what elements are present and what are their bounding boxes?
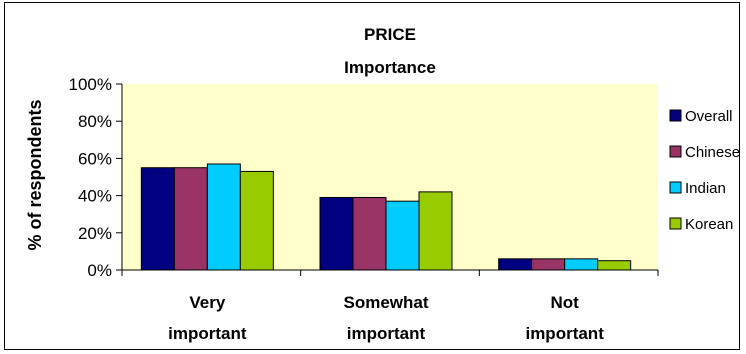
bar-korean-1 [418,191,453,271]
x-category-label: important [525,324,604,343]
bar-korean-0 [239,170,274,271]
bar-overall-2 [498,258,533,271]
bar-chinese-2 [531,258,566,271]
bar-indian-2 [564,258,599,271]
legend-label-indian: Indian [685,180,726,197]
x-category-label: Not [551,293,580,312]
legend-label-overall: Overall [685,108,733,125]
x-category-label: Somewhat [343,293,428,312]
bar-korean-2 [597,260,632,271]
y-tick-label: 40% [78,187,112,206]
legend-swatch-korean [669,217,682,230]
legend-label-korean: Korean [685,216,733,233]
y-tick-label: 0% [87,261,112,280]
x-category-label: important [168,324,247,343]
bar-overall-0 [140,167,175,271]
y-axis-label: % of respondents [25,99,45,250]
y-tick-label: 60% [78,149,112,168]
bar-indian-1 [385,200,420,271]
x-category-label: important [347,324,426,343]
y-axis-ticks: 0% 20% 40% 60% 80% 100% [69,75,122,280]
legend-swatch-chinese [669,145,682,158]
x-category-label: Very [189,293,225,312]
legend-swatch-indian [669,181,682,194]
chart-title-line-2: Importance [344,58,436,77]
y-tick-label: 20% [78,224,112,243]
chart-title-line-1: PRICE [364,25,416,44]
bar-chinese-0 [173,167,208,271]
bars [140,163,632,271]
legend: Overall Chinese Indian Korean [669,108,740,233]
bar-overall-1 [319,196,354,271]
y-tick-label: 100% [69,75,112,94]
x-axis-labels: Very important Somewhat important Not importa… [168,293,604,343]
bar-indian-0 [206,163,241,271]
legend-swatch-overall [669,109,682,122]
y-tick-label: 80% [78,112,112,131]
bar-chinese-1 [352,196,387,271]
legend-label-chinese: Chinese [685,144,740,161]
chart-title: PRICE Importance [344,25,436,77]
